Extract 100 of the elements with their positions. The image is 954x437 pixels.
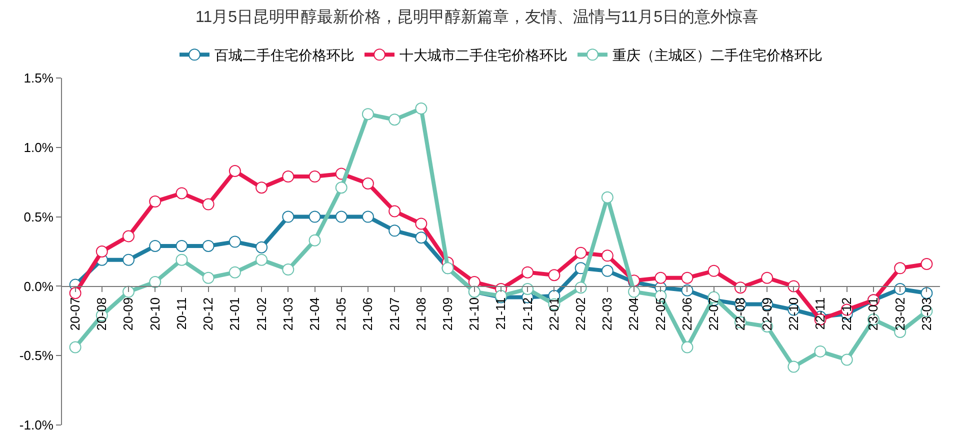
- x-tick-label: 21-11: [493, 297, 508, 330]
- point: [415, 232, 428, 244]
- point: [840, 354, 853, 366]
- point: [122, 286, 135, 298]
- point: [628, 286, 640, 298]
- x-tick-label: 22-12: [839, 297, 854, 331]
- y-tick-label: -0.5%: [19, 348, 54, 364]
- point: [282, 210, 294, 223]
- x-tick-label: 22-07: [706, 297, 722, 331]
- point: [176, 254, 188, 266]
- point: [228, 236, 241, 248]
- point: [256, 182, 268, 194]
- point: [522, 282, 534, 295]
- x-tick-label: 20-10: [147, 297, 162, 331]
- point: [202, 198, 214, 210]
- x-tick-label: 21-02: [254, 297, 269, 331]
- point: [574, 246, 587, 259]
- point: [788, 360, 800, 373]
- point: [920, 258, 933, 270]
- point: [256, 241, 268, 254]
- point: [122, 230, 135, 242]
- point: [708, 264, 720, 277]
- point: [202, 272, 214, 284]
- point: [228, 165, 241, 177]
- y-tick-label: -1.0%: [19, 418, 54, 433]
- point: [282, 264, 294, 276]
- point: [894, 262, 906, 274]
- x-tick-label: 21-04: [306, 297, 322, 331]
- point: [362, 108, 374, 120]
- point: [681, 284, 694, 296]
- chart-title: 11月5日昆明甲醇最新价格，昆明甲醇新篇章，友情、温情与11月5日的意外惊喜: [195, 8, 759, 26]
- point: [601, 191, 614, 204]
- x-tick-label: 21-08: [413, 297, 428, 331]
- y-tick-label: 1.5%: [24, 70, 54, 86]
- point: [202, 240, 214, 252]
- point: [894, 282, 906, 295]
- point: [574, 282, 587, 294]
- point: [308, 234, 321, 246]
- x-tick-label: 23-03: [918, 297, 934, 331]
- point: [681, 272, 694, 284]
- x-tick-label: 22-11: [812, 297, 828, 330]
- x-tick-label: 21-03: [280, 297, 296, 331]
- x-tick-label: 20-11: [174, 297, 189, 330]
- y-tick-label: 0.0%: [24, 278, 54, 294]
- x-tick-label: 21-12: [520, 297, 535, 331]
- point: [335, 182, 348, 194]
- x-tick-label: 20-07: [68, 297, 83, 331]
- x-tick-label: 23-02: [892, 297, 908, 331]
- point: [681, 341, 694, 354]
- point: [362, 210, 374, 223]
- x-tick-label: 22-10: [786, 297, 801, 331]
- point: [96, 246, 108, 258]
- point: [734, 282, 746, 294]
- point: [601, 250, 614, 262]
- point: [920, 287, 933, 300]
- legend-label: 重庆（主城区）二手住宅价格环比: [612, 47, 822, 64]
- x-tick-label: 22-01: [546, 297, 562, 331]
- x-tick-label: 22-04: [626, 297, 642, 331]
- point: [69, 341, 82, 354]
- point: [388, 205, 401, 218]
- point: [362, 177, 374, 190]
- point: [176, 240, 188, 252]
- x-tick-label: 21-01: [227, 297, 242, 331]
- point: [149, 240, 162, 252]
- x-tick-label: 22-06: [679, 297, 694, 331]
- x-tick-label: 22-03: [600, 297, 615, 331]
- point: [149, 196, 162, 208]
- point: [814, 345, 826, 358]
- point: [548, 269, 560, 282]
- point: [388, 114, 401, 126]
- x-tick-label: 22-02: [573, 297, 588, 331]
- legend-label: 百城二手住宅价格环比: [214, 47, 354, 64]
- point: [308, 170, 321, 183]
- point: [761, 272, 774, 284]
- x-tick-label: 21-10: [466, 297, 482, 331]
- point: [69, 287, 82, 300]
- point: [654, 272, 667, 284]
- point: [228, 266, 241, 278]
- x-tick-label: 20-09: [120, 297, 136, 331]
- x-tick-label: 21-09: [440, 297, 456, 331]
- point: [149, 276, 162, 288]
- point: [282, 170, 294, 183]
- point: [308, 210, 321, 223]
- point: [415, 218, 428, 230]
- x-tick-label: 23-01: [866, 297, 881, 331]
- legend-label: 十大城市二手住宅价格环比: [400, 47, 568, 64]
- x-tick-label: 22-08: [732, 297, 748, 331]
- y-tick-label: 0.5%: [24, 209, 54, 224]
- x-tick-label: 20-08: [94, 297, 110, 331]
- x-tick-label: 21-05: [334, 297, 349, 331]
- point: [522, 266, 534, 278]
- y-tick-label: 1.0%: [24, 140, 54, 155]
- x-tick-label: 21-06: [360, 297, 376, 331]
- point: [256, 254, 268, 266]
- x-tick-label: 20-12: [200, 297, 216, 331]
- point: [388, 224, 401, 237]
- point: [335, 210, 348, 223]
- x-tick-label: 22-05: [652, 297, 668, 331]
- point: [415, 102, 428, 115]
- point: [601, 264, 614, 277]
